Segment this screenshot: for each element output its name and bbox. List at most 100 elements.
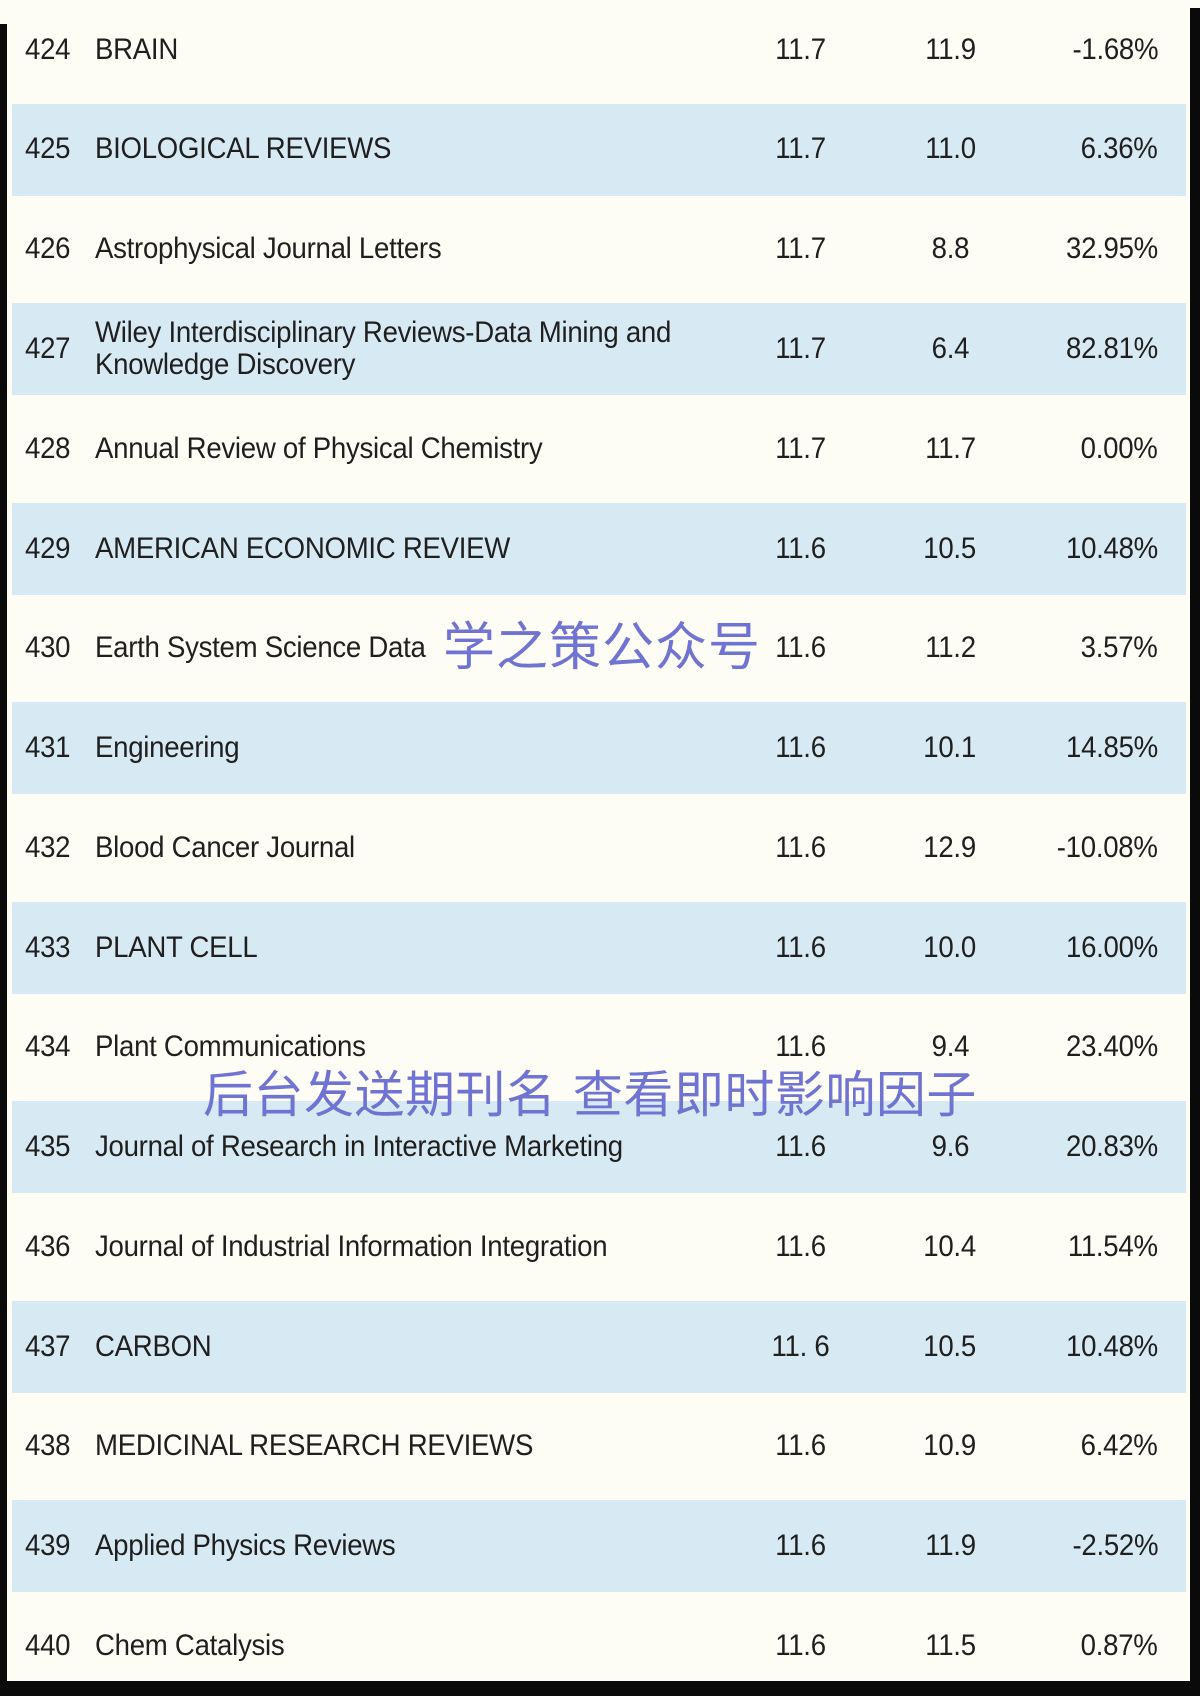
journal-name-cell-text: MEDICINAL RESEARCH REVIEWS — [95, 1429, 534, 1463]
journal-name-cell-text: Engineering — [95, 731, 240, 765]
if-value-cell: 11.7 — [690, 200, 910, 300]
rank-cell: 426 — [25, 200, 83, 300]
prev-if-value-cell-text: 10.5 — [923, 531, 977, 565]
rank-cell: 436 — [25, 1197, 83, 1297]
rank-cell: 433 — [25, 898, 83, 998]
prev-if-value-cell: 11.7 — [860, 399, 1040, 499]
rank-cell: 430 — [25, 599, 83, 699]
if-value-cell: 11.7 — [690, 100, 910, 200]
photo-edge-bottom — [0, 1681, 1200, 1696]
prev-if-value-cell-text: 12.9 — [923, 830, 977, 864]
rank-cell-text: 436 — [25, 1229, 71, 1263]
change-percent-cell-text: -1.68% — [1072, 32, 1158, 66]
if-value-cell-text: 11.7 — [774, 431, 826, 465]
rank-cell-text: 427 — [25, 331, 71, 365]
if-value-cell-text: 11.6 — [774, 1229, 826, 1263]
change-percent-cell-text: 32.95% — [1066, 232, 1158, 266]
photo-edge-left — [0, 24, 7, 1696]
table-row: 433 PLANT CELL 11.6 10.0 16.00% — [0, 898, 1200, 998]
rank-cell-text: 433 — [25, 930, 71, 964]
prev-if-value-cell: 10.1 — [860, 698, 1040, 798]
table-row: 424 BRAIN 11.7 11.9 -1.68% — [0, 0, 1200, 100]
rank-cell-text: 435 — [25, 1130, 71, 1164]
if-value-cell: 11.6 — [690, 599, 910, 699]
journal-name-cell: Blood Cancer Journal — [95, 798, 745, 898]
prev-if-value-cell: 10.5 — [860, 499, 1040, 599]
journal-name-cell-text: CARBON — [95, 1329, 212, 1363]
if-value-cell: 11.6 — [690, 1097, 910, 1197]
if-value-cell-text: 11.6 — [774, 1529, 826, 1563]
table-row: 439 Applied Physics Reviews 11.6 11.9 -2.52% — [0, 1496, 1200, 1596]
prev-if-value-cell: 10.0 — [860, 898, 1040, 998]
change-percent-cell: 14.85% — [960, 698, 1158, 798]
journal-name-cell: Astrophysical Journal Letters — [95, 200, 745, 300]
journal-name-cell-text: Journal of Industrial Information Integr… — [95, 1229, 608, 1263]
rank-cell-text: 425 — [25, 132, 71, 166]
rank-cell-text: 431 — [25, 731, 71, 765]
journal-name-cell: Journal of Industrial Information Integr… — [95, 1197, 745, 1297]
rank-cell-text: 429 — [25, 531, 71, 565]
rank-cell: 429 — [25, 499, 83, 599]
change-percent-cell: 82.81% — [960, 299, 1158, 399]
journal-name-cell: Journal of Research in Interactive Marke… — [95, 1097, 745, 1197]
change-percent-cell: 6.36% — [960, 100, 1158, 200]
change-percent-cell-text: 14.85% — [1066, 731, 1158, 765]
prev-if-value-cell-text: 11.7 — [924, 431, 976, 465]
change-percent-cell: -10.08% — [960, 798, 1158, 898]
if-value-cell: 11. 6 — [690, 1297, 910, 1397]
change-percent-cell: 20.83% — [960, 1097, 1158, 1197]
change-percent-cell-text: 6.42% — [1081, 1429, 1158, 1463]
change-percent-cell-text: 0.00% — [1081, 431, 1158, 465]
if-value-cell-text: 11.6 — [774, 1429, 826, 1463]
journal-name-cell: Applied Physics Reviews — [95, 1496, 745, 1596]
journal-name-cell: BRAIN — [95, 0, 745, 100]
change-percent-cell: -2.52% — [960, 1496, 1158, 1596]
if-value-cell-text: 11.7 — [774, 132, 826, 166]
prev-if-value-cell-text: 9.4 — [931, 1030, 969, 1064]
if-value-cell-text: 11.7 — [774, 331, 826, 365]
change-percent-cell-text: 10.48% — [1066, 531, 1158, 565]
table-row: 425 BIOLOGICAL REVIEWS 11.7 11.0 6.36% — [0, 100, 1200, 200]
rank-cell: 425 — [25, 100, 83, 200]
rank-cell: 440 — [25, 1596, 83, 1696]
journal-name-cell-text: AMERICAN ECONOMIC REVIEW — [95, 531, 511, 565]
prev-if-value-cell: 11.9 — [860, 1496, 1040, 1596]
if-value-cell: 11.6 — [690, 698, 910, 798]
prev-if-value-cell-text: 9.6 — [931, 1130, 969, 1164]
change-percent-cell-text: 11.54% — [1068, 1229, 1158, 1263]
if-value-cell: 11.6 — [690, 499, 910, 599]
change-percent-cell-text: 3.57% — [1081, 631, 1158, 665]
table-row: 427 Wiley Interdisciplinary Reviews-Data … — [0, 299, 1200, 399]
prev-if-value-cell: 10.9 — [860, 1397, 1040, 1497]
rank-cell: 424 — [25, 0, 83, 100]
journal-name-cell: PLANT CELL — [95, 898, 745, 998]
change-percent-cell: 0.87% — [960, 1596, 1158, 1696]
journal-name-cell: CARBON — [95, 1297, 745, 1397]
table-row: 428 Annual Review of Physical Chemistry 11… — [0, 399, 1200, 499]
journal-name-cell: MEDICINAL RESEARCH REVIEWS — [95, 1397, 745, 1497]
rank-cell: 435 — [25, 1097, 83, 1197]
prev-if-value-cell-text: 10.9 — [923, 1429, 977, 1463]
journal-name-cell-text: Chem Catalysis — [95, 1628, 285, 1662]
prev-if-value-cell-text: 10.0 — [923, 930, 977, 964]
change-percent-cell-text: 20.83% — [1066, 1130, 1158, 1164]
rank-cell-text: 430 — [25, 631, 71, 665]
if-value-cell: 11.6 — [690, 1596, 910, 1696]
journal-name-cell-text: BIOLOGICAL REVIEWS — [95, 132, 392, 166]
journal-name-cell-text: Wiley Interdisciplinary Reviews-Data Min… — [95, 315, 672, 382]
rank-cell: 437 — [25, 1297, 83, 1397]
prev-if-value-cell: 11.2 — [860, 599, 1040, 699]
change-percent-cell: 0.00% — [960, 399, 1158, 499]
if-value-cell-text: 11.7 — [774, 232, 826, 266]
change-percent-cell-text: 0.87% — [1081, 1628, 1158, 1662]
prev-if-value-cell-text: 10.1 — [923, 731, 977, 765]
if-value-cell: 11.7 — [690, 399, 910, 499]
table-row: 432 Blood Cancer Journal 11.6 12.9 -10.08% — [0, 798, 1200, 898]
if-value-cell-text: 11.6 — [774, 731, 826, 765]
journal-name-cell: Wiley Interdisciplinary Reviews-Data Min… — [95, 299, 745, 399]
rank-cell: 439 — [25, 1496, 83, 1596]
change-percent-cell: 16.00% — [960, 898, 1158, 998]
prev-if-value-cell-text: 8.8 — [931, 232, 969, 266]
prev-if-value-cell-text: 10.4 — [923, 1229, 977, 1263]
